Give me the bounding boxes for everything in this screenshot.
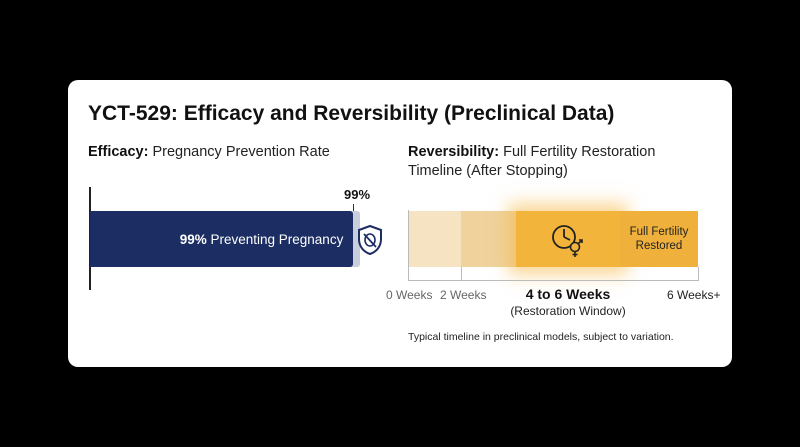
footnote: Typical timeline in preclinical models, …: [408, 331, 674, 343]
reversibility-heading-bold: Reversibility:: [408, 144, 500, 160]
tick-label-6: 6 Weeks+: [667, 288, 721, 302]
efficacy-bar-container: 99% Preventing Pregnancy: [90, 211, 360, 267]
efficacy-axis: [89, 187, 91, 290]
restoration-window-subtitle: (Restoration Window): [510, 304, 626, 318]
efficacy-bar-text: Preventing Pregnancy: [206, 231, 344, 247]
timeline-start-line: [408, 210, 409, 281]
page-title: YCT-529: Efficacy and Reversibility (Pre…: [88, 102, 615, 125]
reversibility-heading-text: Full Fertility Restoration Timeline (Aft…: [408, 144, 656, 179]
restoration-window-label: 4 to 6 Weeks (Restoration Window): [504, 285, 632, 319]
efficacy-value-tick: [353, 204, 354, 212]
timeline-tick-2: [461, 267, 462, 281]
reversibility-heading: Reversibility: Full Fertility Restoratio…: [408, 143, 708, 181]
timeline-segment-early: [409, 211, 461, 267]
card: YCT-529: Efficacy and Reversibility (Pre…: [68, 80, 732, 367]
efficacy-heading-bold: Efficacy:: [88, 144, 149, 160]
tick-label-0: 0 Weeks: [386, 288, 433, 302]
efficacy-bar-pct: 99%: [179, 231, 207, 247]
timeline-segment-restoration-window: [516, 211, 620, 267]
restored-label: Full Fertility Restored: [629, 226, 689, 252]
restoration-window-title: 4 to 6 Weeks: [525, 286, 611, 302]
efficacy-bar: 99% Preventing Pregnancy: [90, 211, 354, 267]
timeline-baseline: [408, 280, 698, 281]
efficacy-bar-label: 99% Preventing Pregnancy: [180, 232, 344, 247]
timeline-segment-restored: Full Fertility Restored: [620, 211, 698, 267]
efficacy-heading-text: Pregnancy Prevention Rate: [148, 144, 330, 160]
timeline-tick-6: [698, 267, 699, 281]
shield-no-pregnancy-icon: [358, 224, 382, 256]
tick-label-2: 2 Weeks: [440, 288, 487, 302]
efficacy-heading: Efficacy: Pregnancy Prevention Rate: [88, 143, 388, 162]
efficacy-value-label: 99%: [344, 187, 371, 202]
timeline-segment-mid: [461, 211, 516, 267]
clock-gender-icon: [552, 225, 583, 257]
